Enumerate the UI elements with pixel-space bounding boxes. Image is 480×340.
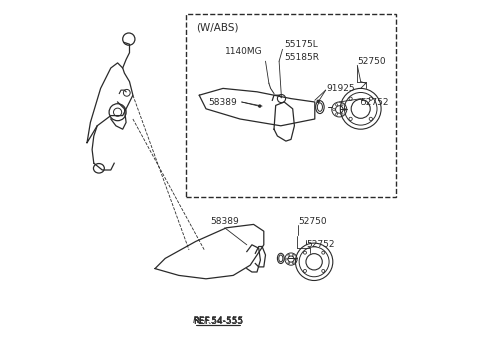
Text: REF.54-555: REF.54-555 [192,316,243,325]
Text: 52752: 52752 [360,98,389,106]
Text: REF.54-555: REF.54-555 [193,317,243,326]
Circle shape [259,105,261,107]
Text: 52750: 52750 [357,57,386,66]
Text: 58389: 58389 [210,217,239,225]
Text: 52750: 52750 [298,217,326,225]
Circle shape [317,100,319,102]
Text: 58389: 58389 [208,98,237,106]
Text: REF.54-555: REF.54-555 [193,317,243,326]
Text: (W/ABS): (W/ABS) [196,22,238,32]
Text: 1140MG: 1140MG [225,47,262,55]
Text: 52752: 52752 [306,240,335,249]
Text: 55185R: 55185R [284,53,319,62]
Text: 91925: 91925 [327,84,355,93]
Text: 55175L: 55175L [284,40,318,49]
